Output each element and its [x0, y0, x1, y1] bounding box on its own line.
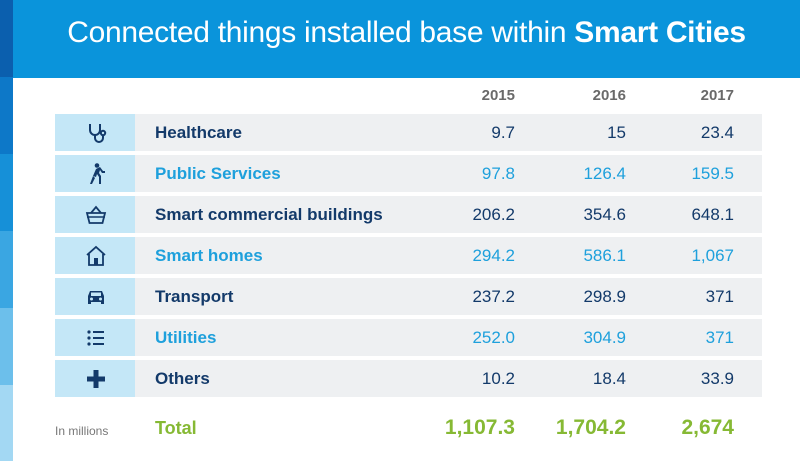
row-value-2017: 371	[705, 328, 734, 347]
plus-icon	[87, 370, 105, 388]
shopping-basket-icon	[85, 205, 107, 224]
row-icon-cell	[55, 196, 135, 233]
table-row: Smart homes 294.2 586.1 1,067	[55, 237, 762, 274]
row-value-2017: 371	[705, 287, 734, 306]
row-value-2016: 298.9	[583, 287, 626, 306]
row-label: Smart homes	[155, 246, 263, 265]
total-value-2016: 1,704.2	[555, 416, 626, 439]
year-header-2015: 2015	[481, 87, 515, 104]
table-row: Transport 237.2 298.9 371	[55, 278, 762, 315]
row-label: Others	[155, 369, 210, 388]
row-value-2016: 126.4	[583, 164, 626, 183]
row-icon-cell	[55, 237, 135, 274]
row-value-2015: 10.2	[481, 369, 515, 388]
title-prefix: Connected things installed base within	[67, 16, 575, 49]
row-value-2016: 304.9	[583, 328, 626, 347]
row-icon-cell	[55, 319, 135, 356]
total-value-2017: 2,674	[681, 416, 734, 439]
table-row: Public Services 97.8 126.4 159.5	[55, 155, 762, 192]
table-row: Utilities 252.0 304.9 371	[55, 319, 762, 356]
row-value-2015: 97.8	[481, 164, 515, 183]
title-bold: Smart Cities	[574, 16, 746, 49]
total-value-2015: 1,107.3	[444, 416, 515, 439]
row-value-2015: 294.2	[472, 246, 515, 265]
row-value-2015: 252.0	[472, 328, 515, 347]
row-value-2017: 23.4	[700, 123, 734, 142]
table-row: Healthcare 9.7 15 23.4	[55, 114, 762, 151]
row-value-2016: 354.6	[583, 205, 626, 224]
list-icon	[87, 330, 104, 346]
row-label: Healthcare	[155, 123, 242, 142]
row-value-2015: 237.2	[472, 287, 515, 306]
row-label: Public Services	[155, 164, 281, 183]
row-value-2017: 33.9	[700, 369, 734, 388]
row-icon-cell	[55, 278, 135, 315]
page-title: Connected things installed base within S…	[13, 16, 800, 50]
row-value-2016: 15	[607, 123, 626, 142]
car-icon	[88, 291, 104, 304]
walking-person-icon	[90, 163, 105, 184]
row-value-2017: 1,067	[691, 246, 734, 265]
total-label: Total	[155, 418, 197, 438]
row-label: Smart commercial buildings	[155, 205, 383, 224]
row-value-2015: 9.7	[491, 123, 515, 142]
row-icon-cell	[55, 360, 135, 397]
row-value-2015: 206.2	[472, 205, 515, 224]
row-label: Utilities	[155, 328, 217, 347]
units-note: In millions	[55, 424, 109, 438]
row-value-2017: 159.5	[691, 164, 734, 183]
house-icon	[86, 245, 106, 266]
row-value-2017: 648.1	[691, 205, 734, 224]
row-icon-cell	[55, 155, 135, 192]
row-label: Transport	[155, 287, 234, 306]
stethoscope-icon	[89, 124, 107, 143]
table-row: Others 10.2 18.4 33.9	[55, 360, 762, 397]
row-icon-cell	[55, 114, 135, 151]
table-row: Smart commercial buildings 206.2 354.6 648.…	[55, 196, 762, 233]
header-banner: Connected things installed base within S…	[13, 0, 800, 78]
row-value-2016: 586.1	[583, 246, 626, 265]
left-accent-strip	[0, 0, 13, 461]
year-header-2017: 2017	[700, 87, 734, 104]
row-value-2016: 18.4	[592, 369, 626, 388]
year-header-2016: 2016	[592, 87, 626, 104]
